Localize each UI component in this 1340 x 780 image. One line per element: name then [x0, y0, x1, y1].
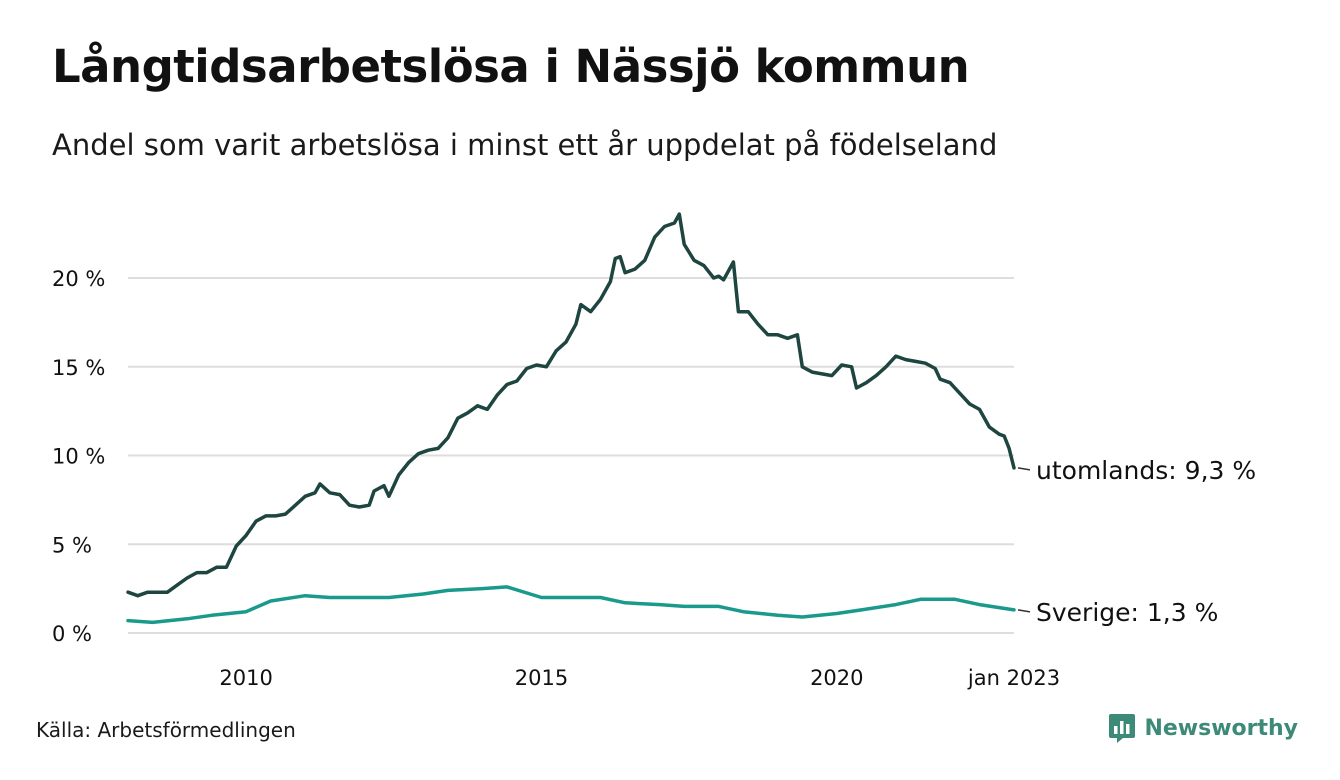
- series-line-sverige: [126, 585, 1016, 625]
- x-tick-label: 2015: [515, 666, 568, 690]
- x-tick-label: 2020: [810, 666, 863, 690]
- line-chart: 0 %5 %10 %15 %20 % 2010 2015 2020 jan 2023 …: [52, 212, 1256, 690]
- y-tick-label: 15 %: [52, 356, 105, 380]
- brand-name: Newsworthy: [1144, 715, 1298, 741]
- y-axis-ticks: 0 % 5 % 10 % 15 % 20 %: [52, 267, 105, 646]
- source-note: Källa: Arbetsförmedlingen: [36, 718, 296, 742]
- end-label-utomlands: utomlands: 9,3 %: [1036, 456, 1256, 485]
- x-axis-ticks: 2010 2015 2020 jan 2023: [219, 666, 1060, 690]
- chart-title: Långtidsarbetslösa i Nässjö kommun: [52, 40, 970, 93]
- series-lines: [126, 212, 1016, 625]
- y-tick-label: 20 %: [52, 267, 105, 291]
- series-end-labels: utomlands: 9,3 % Sverige: 1,3 %: [1017, 456, 1256, 627]
- end-label-sverige: Sverige: 1,3 %: [1036, 598, 1218, 627]
- newsworthy-logo-icon: [1109, 714, 1136, 743]
- y-tick-label: 0 %: [52, 622, 92, 646]
- x-tick-label: 2010: [219, 666, 272, 690]
- end-label-leader: [1017, 609, 1031, 613]
- chart-subtitle: Andel som varit arbetslösa i minst ett å…: [52, 128, 998, 162]
- end-label-leader: [1017, 467, 1031, 471]
- x-tick-label: jan 2023: [967, 666, 1060, 690]
- y-tick-label: 5 %: [52, 533, 92, 557]
- y-tick-label: 10 %: [52, 445, 105, 469]
- brand-logo[interactable]: Newsworthy: [1108, 712, 1298, 744]
- gridlines: [128, 277, 1014, 634]
- series-line-utomlands: [126, 212, 1016, 598]
